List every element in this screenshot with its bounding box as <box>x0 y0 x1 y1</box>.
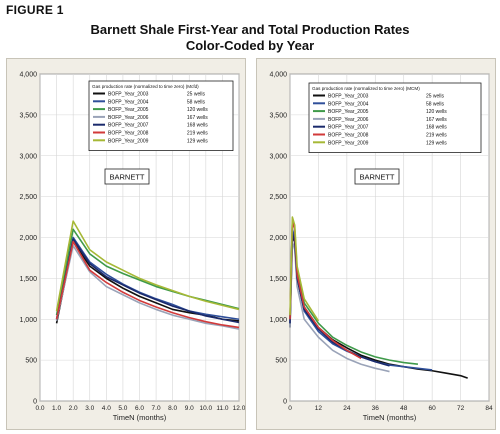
x-tick-label: 7.0 <box>152 405 161 412</box>
figure-subtitle: Color-Coded by Year <box>185 38 315 53</box>
legend-series-name: BOFP_Year_2006 <box>328 117 369 123</box>
legend-box <box>308 82 482 153</box>
x-tick-label: 12.0 <box>233 405 245 412</box>
x-tick-label: 24 <box>343 405 351 412</box>
legend-series-name: BOFP_Year_2005 <box>328 109 369 115</box>
chart-panel-first-year: 0 500 1,000 1,500 2,000 2,500 3,000 3,500 4,000 0… <box>6 58 246 430</box>
series-line-bofp-year-2007 <box>55 238 240 324</box>
y-tick-label: 3,000 <box>19 153 37 160</box>
x-tick-label: 0.0 <box>35 405 44 412</box>
legend-series-name: BOFP_Year_2004 <box>108 99 149 105</box>
legend-series-name: BOFP_Year_2008 <box>108 131 149 137</box>
x-tick-label: 72 <box>457 405 465 412</box>
y-tick-label: 1,500 <box>19 276 37 283</box>
series-line-bofp-year-2008 <box>289 220 362 360</box>
annotation-box <box>354 168 400 185</box>
legend-well-count: 219 wells <box>187 131 208 137</box>
y-tick-label: 2,000 <box>269 235 287 242</box>
x-tick-label: 1.0 <box>52 405 61 412</box>
series-line-bofp-year-2008 <box>55 240 240 329</box>
legend-title: Gas production rate (normalized to time … <box>92 84 199 89</box>
legend-well-count: 168 wells <box>426 125 447 131</box>
legend-well-count: 25 wells <box>187 92 206 98</box>
legend-series-name: BOFP_Year_2003 <box>108 92 149 98</box>
annotation-label: BARNETT <box>359 173 394 182</box>
legend-well-count: 120 wells <box>187 107 208 113</box>
legend-well-count: 120 wells <box>426 109 447 115</box>
x-tick-label: 5.0 <box>118 405 127 412</box>
x-tick-label: 12 <box>315 405 323 412</box>
legend-series-name: BOFP_Year_2007 <box>328 125 369 131</box>
legend-box <box>88 80 234 151</box>
figure-label: FIGURE 1 <box>6 3 64 17</box>
x-tick-label: 36 <box>372 405 380 412</box>
series-line-bofp-year-2006 <box>55 244 240 330</box>
legend-well-count: 129 wells <box>187 138 208 144</box>
x-tick-label: 48 <box>400 405 408 412</box>
series-line-bofp-year-2006 <box>289 240 390 373</box>
x-tick-label: 11.0 <box>216 405 229 412</box>
legend-series-name: BOFP_Year_2009 <box>108 138 149 144</box>
legend-title: Gas production rate (normalized to time … <box>312 86 420 91</box>
legend-series-name: BOFP_Year_2004 <box>328 101 369 107</box>
y-tick-label: 2,500 <box>19 194 37 201</box>
y-tick-label: 3,500 <box>19 112 37 119</box>
y-tick-label: 3,500 <box>269 112 287 119</box>
x-tick-label: 0 <box>288 405 292 412</box>
chart-panel-total: 0 500 1,000 1,500 2,000 2,500 3,000 3,500 4,000 0… <box>256 58 496 430</box>
total-production-chart: 0 500 1,000 1,500 2,000 2,500 3,000 3,500 4,000 0… <box>269 72 493 423</box>
y-tick-label: 2,500 <box>269 194 287 201</box>
x-tick-label: 6.0 <box>135 405 144 412</box>
legend-well-count: 25 wells <box>426 94 445 100</box>
x-axis-label: TimeN (months) <box>363 413 417 422</box>
legend-well-count: 219 wells <box>426 133 447 139</box>
x-tick-label: 3.0 <box>85 405 94 412</box>
series-line-bofp-year-2007 <box>289 232 390 367</box>
y-tick-label: 1,500 <box>269 276 287 283</box>
x-tick-label: 60 <box>429 405 437 412</box>
legend-series-name: BOFP_Year_2007 <box>108 123 149 129</box>
y-tick-label: 500 <box>25 358 37 365</box>
legend-series-name: BOFP_Year_2005 <box>108 107 149 113</box>
legend-well-count: 58 wells <box>187 99 206 105</box>
legend-well-count: 168 wells <box>187 123 208 129</box>
x-tick-label: 4.0 <box>102 405 111 412</box>
x-tick-label: 10.0 <box>200 405 213 412</box>
y-tick-label: 1,000 <box>19 317 37 324</box>
figure-title: Barnett Shale First-Year and Total Produ… <box>90 22 410 37</box>
series-line-bofp-year-2009 <box>289 216 320 322</box>
y-tick-label: 1,000 <box>269 317 287 324</box>
legend-series-name: BOFP_Year_2003 <box>328 94 369 100</box>
y-tick-label: 2,000 <box>19 235 37 242</box>
legend-series-name: BOFP_Year_2008 <box>328 133 369 139</box>
x-axis-label: TimeN (months) <box>113 413 167 422</box>
legend-well-count: 129 wells <box>426 140 447 146</box>
annotation-box <box>104 168 150 185</box>
x-tick-label: 84 <box>485 405 493 412</box>
y-tick-label: 3,000 <box>269 153 287 160</box>
y-tick-label: 4,000 <box>19 72 37 79</box>
legend-well-count: 58 wells <box>426 101 445 107</box>
y-tick-label: 0 <box>33 399 37 406</box>
series-line-bofp-year-2009 <box>55 220 240 312</box>
legend-well-count: 167 wells <box>187 115 208 121</box>
legend-series-name: BOFP_Year_2009 <box>328 140 369 146</box>
y-tick-label: 0 <box>283 399 287 406</box>
x-tick-label: 8.0 <box>168 405 177 412</box>
legend-well-count: 167 wells <box>426 117 447 123</box>
first-year-chart: 0 500 1,000 1,500 2,000 2,500 3,000 3,500 4,000 0… <box>19 72 245 423</box>
x-tick-label: 9.0 <box>185 405 194 412</box>
x-tick-label: 2.0 <box>69 405 78 412</box>
legend-series-name: BOFP_Year_2006 <box>108 115 149 121</box>
y-tick-label: 4,000 <box>269 72 287 79</box>
y-tick-label: 500 <box>275 358 287 365</box>
annotation-label: BARNETT <box>109 173 144 182</box>
